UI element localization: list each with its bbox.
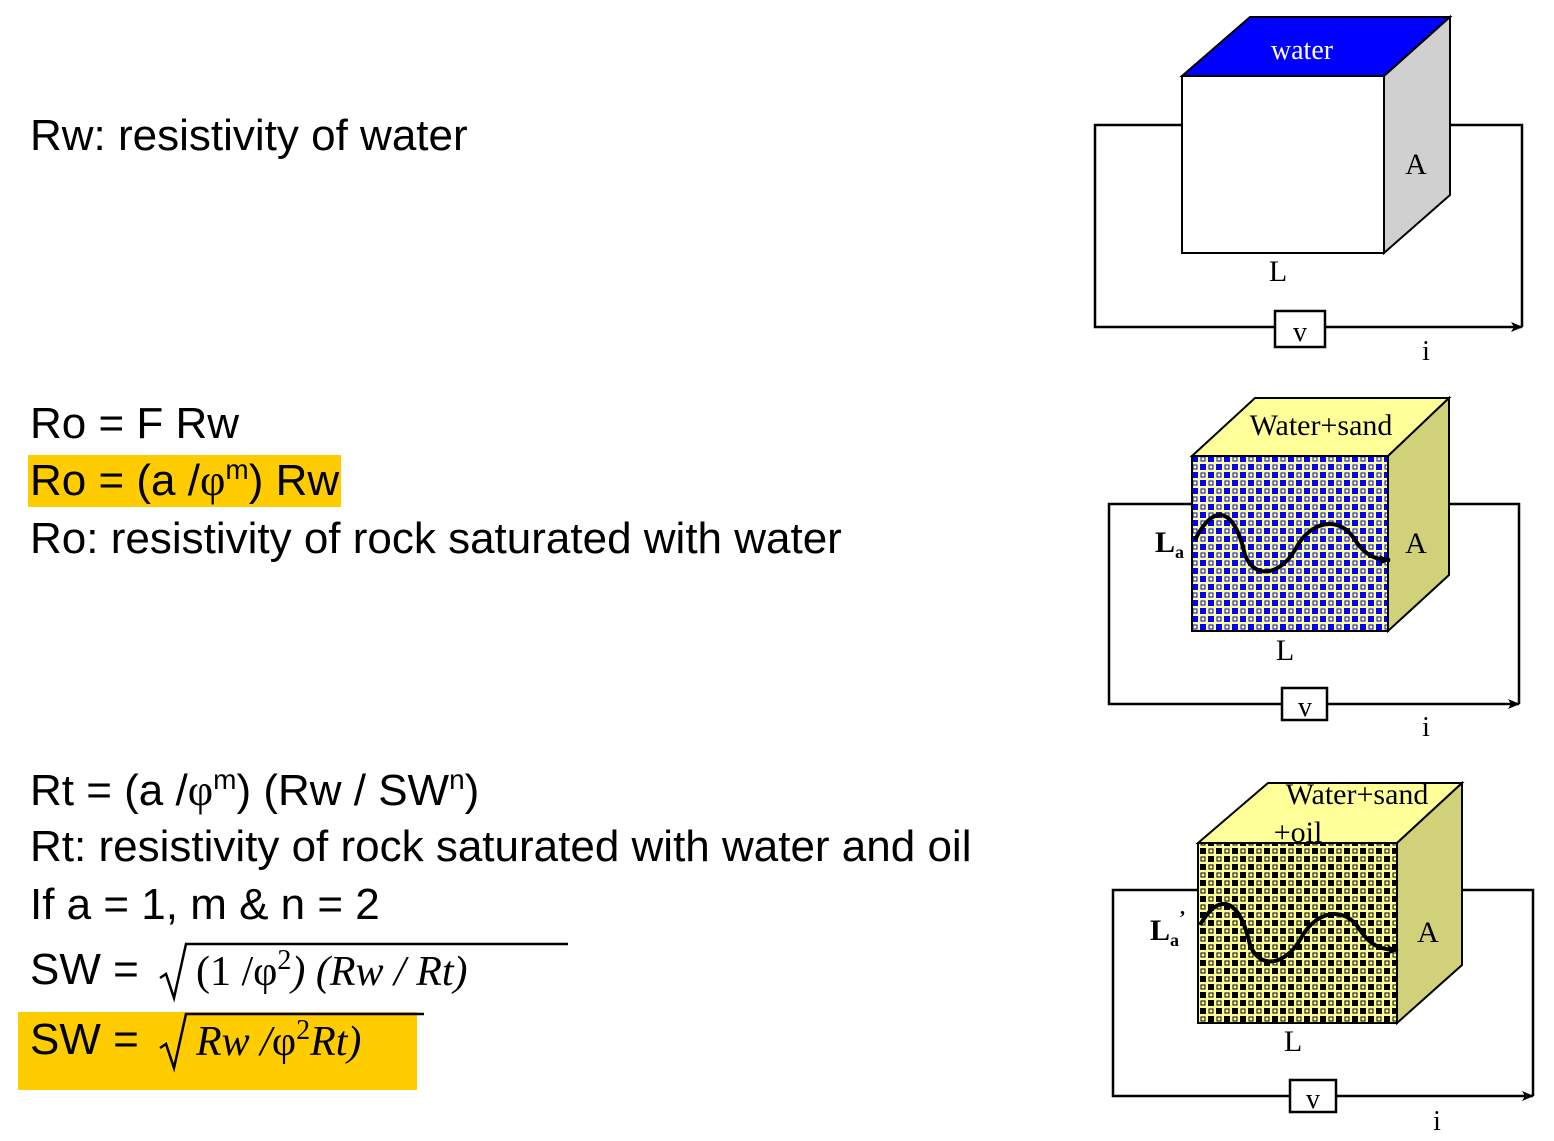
- highlight-box: [18, 1012, 417, 1090]
- cube-side: [1396, 780, 1463, 1026]
- area-label: A: [1405, 148, 1427, 181]
- sw1-rad-a: (1 /: [196, 949, 254, 995]
- ro-equation-2: Ro = (a /φm) Rw: [28, 454, 342, 507]
- sw1-prefix: SW =: [30, 945, 139, 994]
- rt-prefix: Rt = (a /: [30, 766, 188, 815]
- oil-label: +oil: [1274, 816, 1323, 849]
- exponent-2: 2: [296, 1015, 311, 1046]
- exponent-n: n: [449, 764, 465, 795]
- ro-eq2-prefix: Ro = (a /: [30, 456, 200, 505]
- tortuous-path: [1193, 513, 1391, 574]
- water-sand-label: Water+sand: [1286, 778, 1429, 811]
- current-label: i: [1422, 712, 1430, 743]
- sw2-radicand: Rw /φ2Rt): [196, 1016, 361, 1068]
- rt-definition: Rt: resistivity of rock saturated with w…: [30, 822, 972, 871]
- voltmeter-label: v: [1306, 1084, 1320, 1115]
- sw2-prefix: SW =: [30, 1015, 139, 1064]
- ro-eq2-suffix: ) Rw: [248, 456, 340, 505]
- circuit-wire-right: [1417, 123, 1524, 327]
- rt-suffix: ): [464, 766, 480, 815]
- sw2-rad-b: Rt): [310, 1019, 362, 1065]
- path-length-label: La’: [1150, 907, 1186, 950]
- sqrt-sign-1: [159, 942, 568, 1003]
- sw1-radicand: (1 /φ2) (Rw / Rt): [196, 946, 468, 998]
- length-label: L: [1276, 634, 1294, 667]
- exponent-m: m: [225, 454, 249, 485]
- phi-symbol: φ: [187, 766, 214, 815]
- exponent-m: m: [213, 764, 237, 795]
- cube-front: [1181, 75, 1385, 254]
- circuit-wire-right: [1430, 888, 1535, 1096]
- circuit-wire-left: [1093, 123, 1275, 329]
- phi-symbol: φ: [253, 949, 278, 995]
- phi-symbol: φ: [199, 456, 226, 505]
- rw-definition: Rw: resistivity of water: [30, 111, 468, 160]
- phi-symbol: φ: [271, 1019, 297, 1065]
- tortuous-path: [1198, 902, 1399, 964]
- exponent-2: 2: [277, 945, 292, 976]
- voltmeter-box: [1273, 309, 1327, 349]
- rt-mid: ) (Rw / SW: [236, 766, 450, 815]
- sw-equation-2: SW =: [30, 1014, 139, 1066]
- rt-equation: Rt = (a /φm) (Rw / SWn): [30, 765, 479, 817]
- condition-line: If a = 1, m & n = 2: [30, 880, 380, 929]
- cube-side: [1387, 395, 1450, 634]
- current-label: i: [1433, 1106, 1441, 1137]
- ro-equation-1: Ro = F Rw: [30, 399, 240, 448]
- diagram-water-sand-oil-cell: Water+sand +oil La’ A L v i: [1111, 778, 1535, 1137]
- sw-equation-1: SW =: [30, 944, 139, 996]
- voltmeter-box: [1280, 686, 1329, 722]
- sqrt-sign-2: [159, 1012, 424, 1073]
- length-label: L: [1284, 1025, 1302, 1058]
- current-label: i: [1422, 336, 1430, 367]
- cube-side: [1383, 14, 1451, 256]
- voltmeter-box: [1288, 1078, 1338, 1114]
- diagram-water-cell: water A L v i: [1093, 14, 1524, 367]
- sw2-rad-a: Rw /: [196, 1019, 272, 1065]
- circuit-wire-left: [1111, 888, 1290, 1098]
- length-label: L: [1269, 255, 1287, 288]
- ro-definition: Ro: resistivity of rock saturated with w…: [30, 514, 842, 563]
- circuit-wire-left: [1107, 502, 1282, 706]
- area-label: A: [1417, 916, 1439, 949]
- water-label: water: [1271, 35, 1334, 66]
- sw1-rad-b: ) (Rw / Rt): [291, 949, 468, 995]
- circuit-wire-right: [1418, 502, 1521, 704]
- voltmeter-label: v: [1298, 692, 1312, 723]
- area-label: A: [1405, 527, 1427, 560]
- water-sand-label: Water+sand: [1250, 409, 1393, 442]
- diagram-water-sand-cell: Water+sand La A L v i: [1107, 395, 1521, 743]
- voltmeter-label: v: [1293, 317, 1307, 348]
- cube-front-sand-oil: [1197, 842, 1398, 1024]
- path-length-label: La: [1155, 526, 1184, 562]
